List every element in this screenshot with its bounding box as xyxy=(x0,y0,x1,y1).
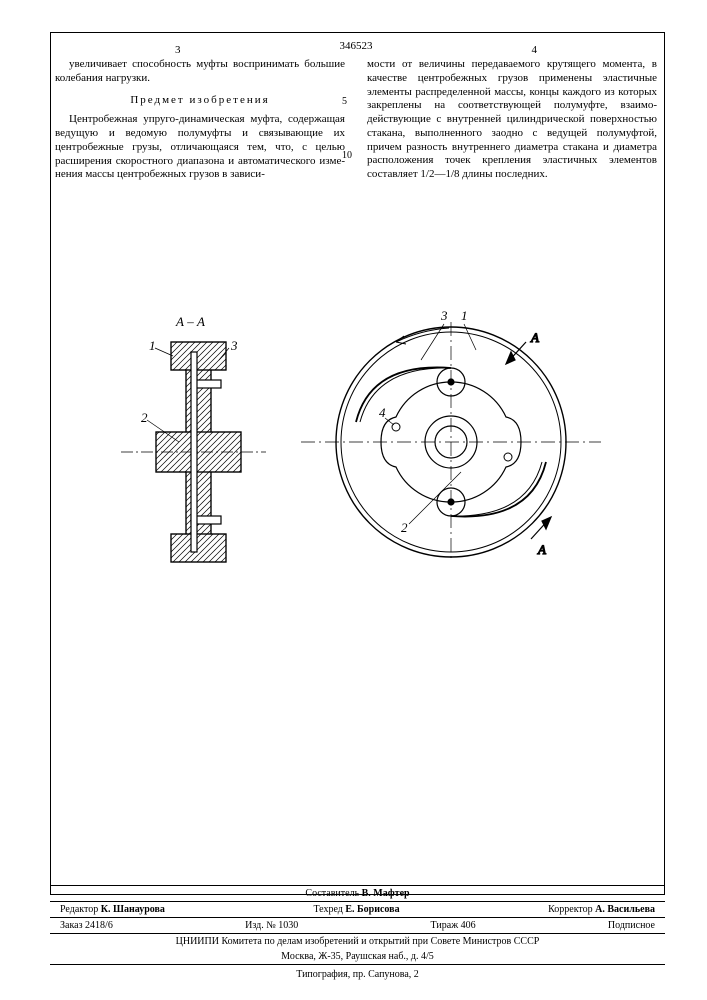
page-number-right: 4 xyxy=(532,44,538,56)
editor-name: К. Шанаурова xyxy=(101,904,165,915)
left-column: увеличивает способность муфты воспринима… xyxy=(55,58,345,182)
right-column: мости от величины передаваемого крутящег… xyxy=(367,58,657,182)
izd-number: Изд. № 1030 xyxy=(245,920,298,931)
order-number: Заказ 2418/6 xyxy=(60,920,113,931)
compiler-name: В. Мафтер xyxy=(362,888,410,899)
figure-front-view: A A 3 1 4 2 xyxy=(301,302,601,582)
corrector: Корректор А. Васильева xyxy=(548,904,655,915)
footer-compiler-row: Составитель В. Мафтер xyxy=(50,885,665,901)
section-A-top: A xyxy=(530,330,539,345)
footer-typography: Типография, пр. Сапунова, 2 xyxy=(50,964,665,980)
editor: Редактор К. Шанаурова xyxy=(60,904,165,915)
figure-area: А – А 1 3 xyxy=(55,302,657,582)
corrector-label: Корректор xyxy=(548,904,593,915)
text-columns: увеличивает способность муфты воспринима… xyxy=(55,58,657,182)
podpisnoe: Подписное xyxy=(608,920,655,931)
corrector-name: А. Васильева xyxy=(595,904,655,915)
callout-3-right: 3 xyxy=(440,308,448,323)
footer-print-row: Заказ 2418/6 Изд. № 1030 Тираж 406 Подпи… xyxy=(50,917,665,933)
left-paragraph-2: Центробежная упруго-динамическая муфта, … xyxy=(55,113,345,182)
tirazh: Тираж 406 xyxy=(431,920,476,931)
page-number-left: 3 xyxy=(175,44,181,56)
callout-2-right: 2 xyxy=(401,520,408,535)
callout-2-left: 2 xyxy=(141,410,148,425)
footer-address: Москва, Ж-35, Раушская наб., д. 4/5 xyxy=(50,949,665,964)
callout-3-left: 3 xyxy=(230,338,238,353)
left-paragraph-1: увеличивает способность муфты воспринима… xyxy=(55,58,345,86)
footer-credits-row: Редактор К. Шанаурова Техред Е. Борисова… xyxy=(50,901,665,917)
document-number: 346523 xyxy=(55,40,657,52)
right-paragraph-1: мости от величины передаваемого крутящег… xyxy=(367,58,657,182)
tech-name: Е. Борисова xyxy=(345,904,399,915)
callout-1-right: 1 xyxy=(461,308,468,323)
page: 346523 3 4 5 10 увеличивает способность … xyxy=(0,0,707,1000)
tech-label: Техред xyxy=(313,904,342,915)
footer-org: ЦНИИПИ Комитета по делам изобретений и о… xyxy=(50,933,665,949)
section-label: А – А xyxy=(175,314,205,329)
callout-4-right: 4 xyxy=(379,405,386,420)
figure-cross-section: А – А 1 3 xyxy=(111,312,271,572)
line-number-10: 10 xyxy=(342,150,352,161)
footer-block: Составитель В. Мафтер Редактор К. Шанаур… xyxy=(50,885,665,980)
techred: Техред Е. Борисова xyxy=(313,904,399,915)
callout-1-left: 1 xyxy=(149,338,156,353)
section-A-bottom: A xyxy=(537,542,546,557)
compiler-label: Составитель xyxy=(305,888,359,899)
editor-label: Редактор xyxy=(60,904,98,915)
line-number-5: 5 xyxy=(342,96,347,107)
section-heading: Предмет изобретения xyxy=(55,94,345,108)
